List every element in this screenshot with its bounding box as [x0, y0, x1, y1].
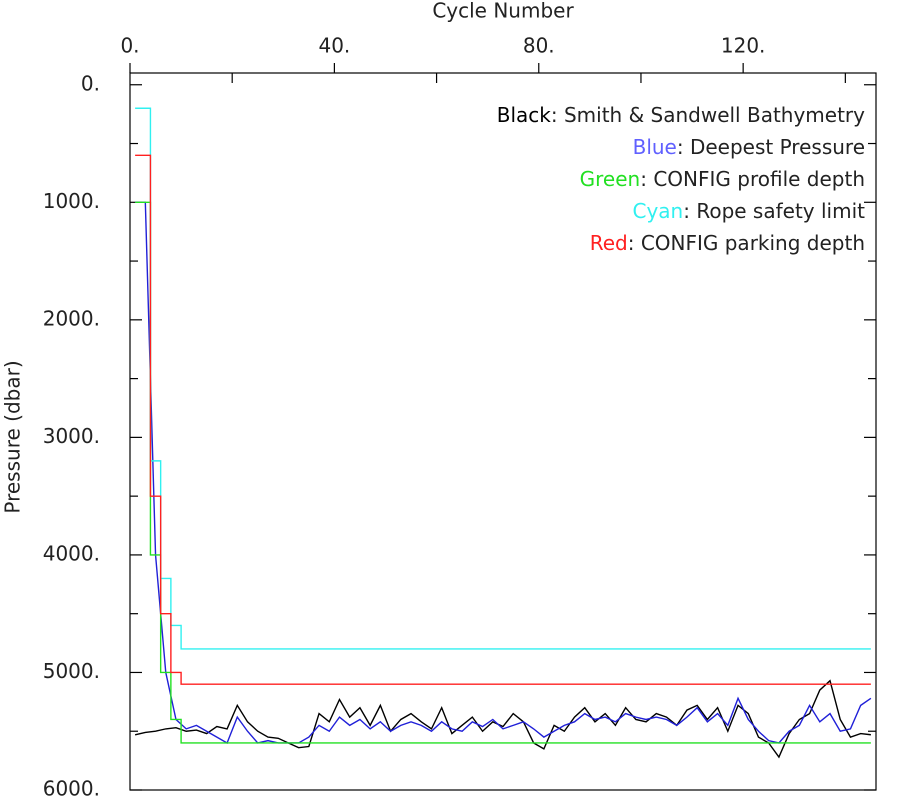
y-axis-label: Pressure (dbar) — [1, 360, 25, 513]
x-tick-label: 80. — [523, 34, 555, 58]
data-line — [135, 154, 871, 685]
y-tick-label: 3000. — [43, 424, 100, 448]
legend-separator: : — [677, 135, 690, 159]
y-tick-label: 2000. — [43, 306, 100, 330]
legend-label: CONFIG parking depth — [641, 231, 865, 255]
x-tick-label: 120. — [721, 34, 766, 58]
x-tick-label: 0. — [120, 34, 139, 58]
data-line — [135, 201, 872, 744]
legend-separator: : — [683, 199, 696, 223]
legend-label: Smith & Sandwell Bathymetry — [564, 103, 865, 127]
x-tick-label: 40. — [318, 34, 350, 58]
legend-color-word: Blue — [633, 135, 677, 159]
legend-color-word: Green — [580, 167, 641, 191]
y-tick-label: 0. — [81, 71, 100, 95]
data-line — [135, 201, 871, 744]
legend-color-word: Black — [497, 103, 552, 127]
legend-color-word: Red — [590, 231, 628, 255]
legend-entry: Red: CONFIG parking depth — [590, 231, 865, 255]
y-tick-label: 4000. — [43, 541, 100, 565]
plot-frame — [129, 72, 877, 791]
legend-entry: Black: Smith & Sandwell Bathymetry — [497, 103, 865, 127]
y-tick-label: 5000. — [43, 659, 100, 683]
legend-separator: : — [628, 231, 641, 255]
data-line — [134, 679, 871, 759]
legend-label: Rope safety limit — [696, 199, 865, 223]
y-tick-label: 1000. — [43, 189, 100, 213]
legend-entry: Cyan: Rope safety limit — [633, 199, 866, 223]
legend-label: CONFIG profile depth — [653, 167, 865, 191]
legend-entry: Blue: Deepest Pressure — [633, 135, 865, 159]
y-tick-label: 6000. — [43, 777, 100, 801]
legend-separator: : — [640, 167, 653, 191]
legend-separator: : — [551, 103, 564, 127]
x-axis-label: Cycle Number — [432, 0, 574, 23]
legend-entry: Green: CONFIG profile depth — [580, 167, 865, 191]
legend-label: Deepest Pressure — [690, 135, 865, 159]
legend-color-word: Cyan — [633, 199, 684, 223]
